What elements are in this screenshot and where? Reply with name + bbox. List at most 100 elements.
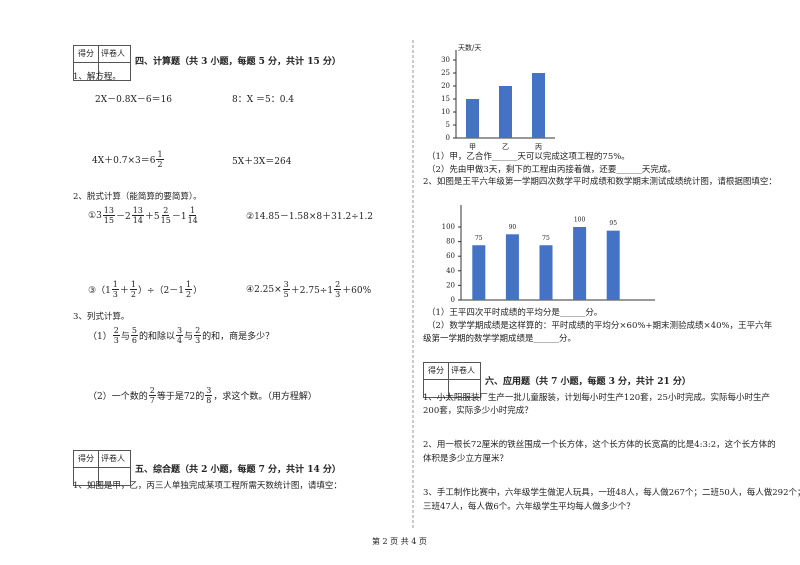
expr-text: ，求这个数。（用方程解） bbox=[213, 392, 317, 402]
denominator: 7 bbox=[149, 396, 155, 405]
section-title: 五、综合题（共 2 小题，每题 7 分，共计 14 分） bbox=[135, 465, 341, 475]
expr-text: ＋60% bbox=[342, 286, 372, 296]
score-label: 得分 bbox=[78, 49, 94, 58]
expression: （2）一个数的 2 7 等于是72的 3 8 ，求这个数。（用方程解） bbox=[88, 386, 317, 405]
y-tick-label: 15 bbox=[441, 95, 450, 103]
denominator: 2 bbox=[130, 290, 136, 299]
y-tick-label: 30 bbox=[441, 56, 450, 64]
denominator: 14 bbox=[132, 216, 143, 225]
expr-text: 8：X ＝5：0.4 bbox=[232, 95, 295, 105]
question: 1、如图是甲，乙，丙三人单独完成某项工程所需天数统计图，请填空： bbox=[73, 481, 342, 491]
y-tick-label: 60 bbox=[446, 252, 455, 260]
question: 3、列式计算。 bbox=[73, 312, 130, 322]
denominator: 2 bbox=[186, 290, 192, 299]
expr-text: ＋2.75÷1 bbox=[290, 286, 334, 296]
numerator: 1 bbox=[156, 150, 164, 160]
question: 体积是多少立方厘米？ bbox=[423, 454, 509, 464]
expr-text: ＋5 bbox=[144, 212, 160, 222]
numerator: 1 bbox=[129, 280, 137, 290]
score-box: 得分 评卷人 bbox=[73, 45, 131, 81]
score-box: 得分 评卷人 bbox=[73, 450, 131, 486]
data-label: 75 bbox=[542, 235, 550, 242]
numerator: 1 bbox=[189, 206, 197, 216]
expr-text: （2）一个数的 bbox=[88, 392, 148, 402]
blank-line: （2）数学学期成绩是这样算的：平时成绩的平均分×60%+期末测验成绩×40%，王… bbox=[427, 321, 773, 331]
y-tick-label: 10 bbox=[441, 108, 450, 116]
expr-text: 5X＋3X＝264 bbox=[232, 157, 292, 167]
y-axis-label: 天数/天 bbox=[458, 43, 481, 52]
numerator: 2 bbox=[194, 326, 202, 336]
expr-text: 2X－0.8X－6＝16 bbox=[95, 95, 173, 105]
expr-text: －1 bbox=[171, 212, 187, 222]
x-tick-label: 丙 bbox=[535, 143, 542, 151]
expr-text: 与 bbox=[184, 332, 194, 342]
data-label: 90 bbox=[509, 224, 517, 231]
score-label: 得分 bbox=[428, 366, 444, 375]
question: 200套，实际多少小时完成？ bbox=[423, 406, 533, 416]
blank-line: 级第一学期的数学学期成绩是______分。 bbox=[423, 334, 577, 344]
reviewer-label: 评卷人 bbox=[101, 49, 125, 58]
expression: 5X＋3X＝264 bbox=[232, 154, 291, 167]
y-tick-label: 80 bbox=[446, 238, 455, 246]
expr-text: 等于是72的 bbox=[156, 392, 205, 402]
denominator: 2 bbox=[157, 160, 163, 169]
question: 3、手工制作比赛中，六年级学生做泥人玩具，一班48人，每人做267个；二班50人… bbox=[423, 488, 800, 498]
denominator: 3 bbox=[195, 336, 201, 345]
expr-text: －2 bbox=[115, 212, 131, 222]
fraction: 13 14 bbox=[131, 206, 144, 225]
y-tick-label: 0 bbox=[446, 134, 450, 142]
blank-line: （2）先由甲做3天，剩下的工程由丙接着做，还要______天完成。 bbox=[427, 165, 676, 175]
bar bbox=[472, 245, 486, 300]
expr-text: 4X＋0.7×3＝6 bbox=[92, 156, 156, 166]
data-label: 100 bbox=[574, 217, 586, 224]
numerator: 3 bbox=[205, 386, 213, 396]
denominator: 15 bbox=[160, 216, 171, 225]
denominator: 8 bbox=[206, 396, 212, 405]
numerator: 2 bbox=[148, 386, 156, 396]
y-tick-label: 100 bbox=[442, 223, 455, 231]
reviewer-label: 评卷人 bbox=[451, 366, 475, 375]
question: 1、解方程。 bbox=[73, 72, 121, 82]
bar bbox=[499, 86, 512, 138]
question: 1、小太阳服装厂生产一批儿童服装，计划每小时生产120套，25小时完成。实际每小… bbox=[423, 393, 770, 403]
expression: ①3 13 15 －2 13 14 ＋5 2 15 －1 1 14 bbox=[88, 206, 199, 225]
denominator: 3 bbox=[112, 290, 118, 299]
section-title: 四、计算题（共 3 小题，每题 5 分，共计 15 分） bbox=[135, 57, 341, 67]
expr-text: （1） bbox=[88, 332, 112, 342]
expr-text: ②14.85－1.58×8＋31.2÷1.2 bbox=[246, 212, 374, 222]
denominator: 3 bbox=[113, 336, 119, 345]
expr-text: ＋ bbox=[119, 286, 129, 296]
expr-text: 与 bbox=[120, 332, 130, 342]
denominator: 6 bbox=[131, 336, 137, 345]
x-tick-label: 甲 bbox=[469, 143, 476, 151]
data-label: 95 bbox=[609, 220, 617, 227]
expression: ④2.25× 3 5 ＋2.75÷1 2 3 ＋60% bbox=[246, 280, 371, 299]
expr-text: ） bbox=[193, 286, 203, 296]
denominator: 5 bbox=[283, 290, 289, 299]
numerator: 1 bbox=[185, 280, 193, 290]
denominator: 4 bbox=[176, 336, 183, 345]
numerator: 13 bbox=[131, 206, 144, 216]
numerator: 2 bbox=[112, 326, 120, 336]
question: 2、脱式计算（能简算的要简算）。 bbox=[73, 192, 202, 202]
score-label: 得分 bbox=[78, 454, 94, 463]
question: 三班47人，每人做6个。六年级学生平均每人做多少个？ bbox=[423, 502, 635, 512]
numerator: 13 bbox=[102, 206, 115, 216]
bar bbox=[606, 230, 620, 300]
numerator: 2 bbox=[334, 280, 342, 290]
denominator: 14 bbox=[187, 216, 198, 225]
blank-line: （1）王平四次平时成绩的平均分是______分。 bbox=[427, 308, 603, 318]
question: 2、用一根长72厘米的铁丝围成一个长方体，这个长方体的长宽高的比是4:3:2，这… bbox=[423, 440, 776, 450]
expression: 8：X ＝5：0.4 bbox=[232, 92, 294, 105]
y-tick-label: 5 bbox=[446, 121, 450, 129]
